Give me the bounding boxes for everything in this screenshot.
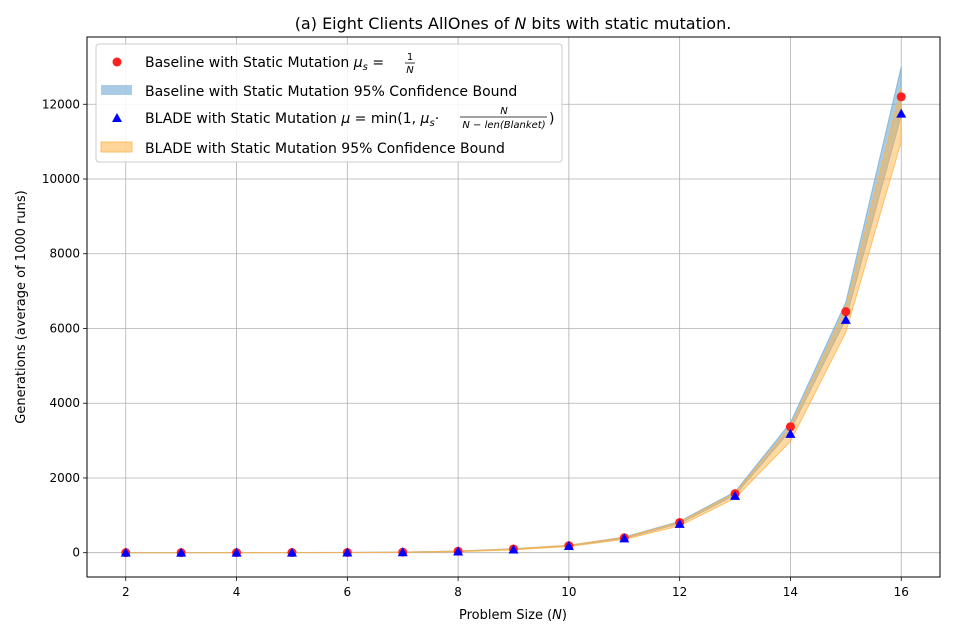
baseline-point [896, 92, 906, 102]
legend-swatch-blade-band [100, 141, 133, 153]
y-tick-label: 0 [72, 546, 80, 560]
axis-ticks: 2 4 6 8 10 12 14 16 0 2000 4000 6000 8000 10000 12000 [42, 97, 909, 599]
x-tick-label: 14 [783, 585, 798, 599]
x-tick-label: 12 [672, 585, 687, 599]
blade-point [453, 546, 464, 556]
grid [87, 37, 940, 577]
legend-marker-blade [112, 113, 122, 122]
blade-point [120, 547, 131, 557]
x-tick-label: 2 [122, 585, 130, 599]
x-tick-label: 6 [344, 585, 352, 599]
legend-frac-num-baseline: 1 [407, 52, 413, 63]
legend-frac-den-baseline: N [406, 65, 414, 76]
legend-swatch-baseline-band [101, 85, 132, 95]
blade-point [286, 547, 297, 557]
blade-point [674, 518, 685, 528]
blade-point [896, 108, 907, 118]
blade-point [231, 547, 242, 557]
blade-point [785, 428, 796, 438]
data-markers [120, 92, 907, 558]
x-axis-label: Problem Size (N) [459, 608, 567, 623]
baseline-point [841, 307, 851, 317]
legend-close-blade: ) [549, 111, 554, 127]
legend-label-blade: BLADE with Static Mutation μ = min(1, μs… [145, 111, 439, 129]
legend-frac-den-blade: N − len(Blanket) [462, 120, 545, 131]
y-axis-label: Generations (average of 1000 runs) [14, 190, 29, 423]
legend-label-blade-band: BLADE with Static Mutation 95% Confidenc… [145, 141, 505, 157]
blade-point [176, 547, 187, 557]
legend-label-baseline-band: Baseline with Static Mutation 95% Confid… [145, 84, 517, 100]
blade-point [563, 540, 574, 550]
blade-point [397, 547, 408, 557]
blade-point [840, 314, 851, 324]
y-tick-label: 6000 [49, 321, 80, 335]
chart-title: (a) Eight Clients AllOnes of N bits with… [295, 14, 732, 33]
legend: Baseline with Static Mutation μs = 1 N B… [95, 43, 563, 163]
legend-frac-num-blade: N [500, 106, 508, 117]
x-tick-label: 8 [454, 585, 462, 599]
x-tick-label: 10 [561, 585, 576, 599]
legend-marker-baseline [112, 57, 122, 67]
baseline-point [785, 422, 795, 432]
blade-point [508, 544, 519, 554]
y-tick-label: 2000 [49, 471, 80, 485]
legend-box [95, 43, 563, 163]
blade-point [619, 533, 630, 543]
y-tick-label: 12000 [42, 97, 80, 111]
blade-point [342, 547, 353, 557]
x-tick-label: 16 [894, 585, 909, 599]
y-tick-label: 10000 [42, 172, 80, 186]
legend-label-baseline: Baseline with Static Mutation μs = [145, 55, 384, 73]
x-tick-label: 4 [233, 585, 241, 599]
y-tick-label: 4000 [49, 396, 80, 410]
blade-point [730, 490, 741, 500]
y-tick-label: 8000 [49, 247, 80, 261]
plot-area-frame [86, 36, 941, 578]
